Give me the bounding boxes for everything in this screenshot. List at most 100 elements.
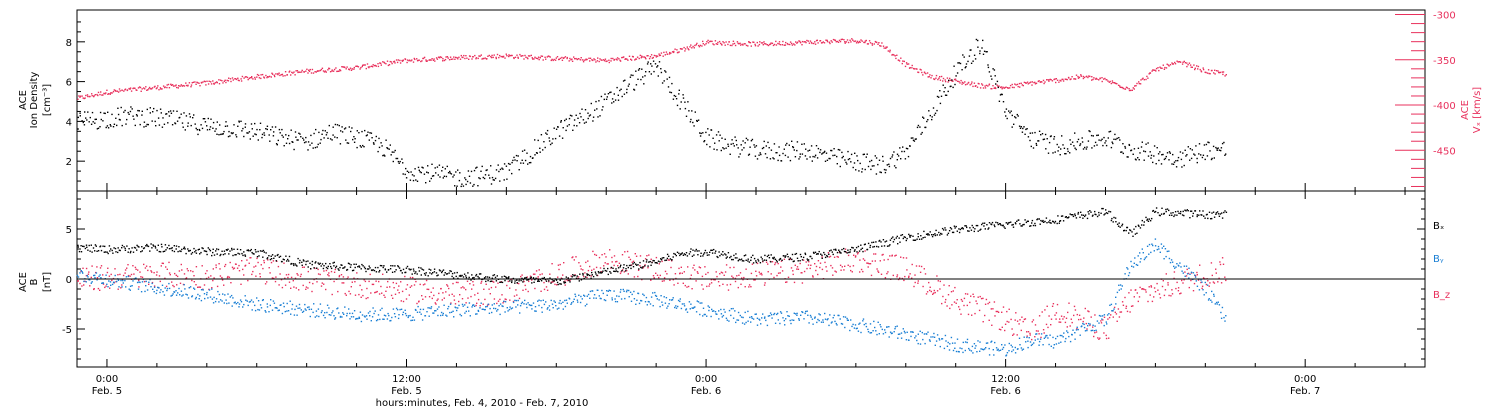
vx-series-point [1202,68,1205,71]
by-series-point [540,300,542,302]
by-series-point [878,333,880,335]
density-series-point [123,111,125,113]
vx-series-point [589,60,591,62]
by-series-point [166,289,168,292]
density-series-point [296,139,298,141]
by-series-point [410,319,412,322]
bz-series-point [386,286,388,288]
bx-series-point [444,272,446,274]
by-series-point [814,317,816,319]
density-series-point [1207,141,1209,143]
vx-series-point [1186,65,1188,68]
density-series-point [172,110,175,112]
by-series-point [351,312,354,315]
bx-series-point [563,281,565,283]
density-series-point [1118,137,1120,139]
vx-series-point [713,44,715,46]
bx-series-point [199,253,201,255]
vx-series-point [213,83,215,85]
vx-series-point [582,61,585,63]
bz-series-point [1196,271,1198,274]
by-series-point [211,298,214,300]
bx-series-point [244,255,247,257]
density-series-point [810,145,813,147]
by-series-point [734,310,736,312]
by-series-point [379,309,382,311]
density-series-point [796,141,799,143]
density-series-point [896,159,898,161]
by-series-point [629,291,632,293]
density-series-point [1092,135,1094,137]
by-series-point [297,307,299,309]
vx-series-point [1165,67,1168,69]
vx-series-point [374,64,377,67]
vx-series-point [397,59,400,61]
by-series-point [1152,244,1154,247]
by-series-point [1034,339,1036,341]
bx-series-point [307,260,309,262]
vx-series-point [1034,81,1036,84]
by-series-point [816,321,818,324]
vx-series-point [320,68,323,71]
bx-series-point [335,266,337,269]
density-series-point [132,115,134,117]
by-series-point [593,297,595,299]
bz-series-point [1092,326,1094,328]
vx-series-point [850,41,852,43]
density-series-point [167,122,169,124]
bz-series-point [1225,279,1227,282]
by-series-point [1168,250,1170,252]
vx-series-point [1136,82,1138,85]
bz-series-point [827,252,830,254]
density-series-point [1137,147,1140,149]
bz-series-point [300,273,302,276]
by-series-point [218,293,221,296]
by-series-point [1165,255,1167,258]
density-series-point [912,139,915,141]
by-series-point [838,314,840,317]
by-series-point [763,317,766,319]
vx-series-point [210,81,212,83]
vx-series-point [775,44,778,46]
bz-series-point [333,280,335,283]
vx-series-point [237,77,239,79]
bz-series-point [678,267,680,270]
density-series-point [692,121,694,124]
by-series-point [272,300,275,302]
density-series-point [540,134,543,136]
by-series-point [535,310,537,312]
bz-series-point [246,259,248,261]
density-series-point [181,122,184,124]
density-series-point [209,128,211,131]
by-series-point [759,319,761,321]
vx-series-point [406,59,409,61]
vx-series-point [558,58,560,60]
density-series-point [512,159,514,162]
bz-series-point [470,295,472,298]
bz-series-point [682,282,684,284]
density-series-point [878,159,881,161]
density-series-point [991,78,993,80]
density-series-point [1153,155,1155,157]
bz-series-point [1138,296,1141,298]
by-series-point [369,310,371,313]
vx-series-point [159,87,162,89]
bx-series-point [382,266,384,269]
by-series-point [824,312,826,315]
by-series-point [896,325,898,327]
by-series-point [251,309,253,311]
by-series-point [456,309,458,312]
by-series-point [231,305,233,307]
bx-series-point [212,251,214,254]
vx-series-point [225,81,227,84]
by-series-point [374,310,376,312]
bz-series-point [951,304,953,306]
bx-series-point [637,264,639,266]
bz-series-point [171,281,173,283]
bz-series-point [719,273,721,275]
bz-series-point [452,282,454,285]
by-series-point [1144,257,1146,259]
by-series-point [697,301,700,303]
bz-series-point [892,274,894,277]
vx-series-point [595,61,597,63]
